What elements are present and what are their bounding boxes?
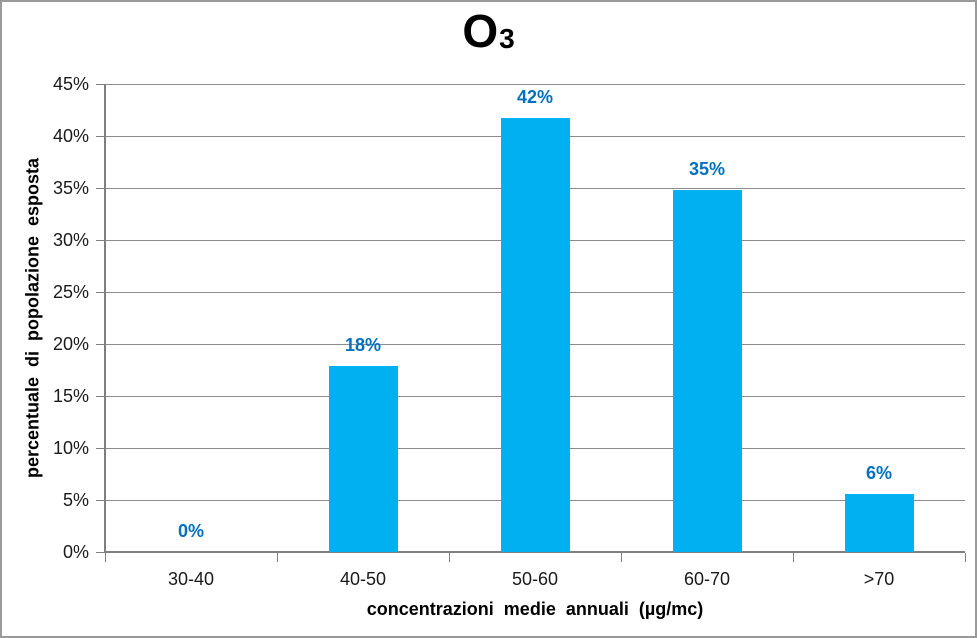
y-tick-label-15: 15% xyxy=(52,386,89,406)
bar-50-60 xyxy=(500,118,570,552)
y-tick-label-30: 30% xyxy=(52,230,89,250)
y-axis-tick-45 xyxy=(96,83,105,85)
x-axis-tick-4 xyxy=(792,553,794,562)
bar-value-label-40-50: 18% xyxy=(344,334,382,355)
bar-40-50 xyxy=(328,365,398,552)
x-axis-title: concentrazioni medie annuali (µg/mc) xyxy=(366,599,704,619)
bar-value-label-60-70: 35% xyxy=(688,159,726,180)
bar-60-70 xyxy=(672,190,742,552)
plot-area: 0% 5% 10% 15% 20% 25% 30% 35% 40% 45% 0% 30-40 18% 40… xyxy=(53,74,966,589)
y-tick-label-20: 20% xyxy=(52,334,89,354)
bar-value-label-50-60: 42% xyxy=(516,87,554,108)
y-axis-tick-25 xyxy=(96,291,105,293)
y-axis-tick-5 xyxy=(96,499,105,501)
bar-value-label-30-40: 0% xyxy=(177,521,204,541)
x-category-label-30-40: 30-40 xyxy=(167,569,215,589)
y-tick-label-40: 40% xyxy=(52,126,89,146)
y-axis-line xyxy=(104,84,106,552)
y-axis-tick-40 xyxy=(96,135,105,137)
x-axis-tick-5 xyxy=(964,553,966,562)
gridline-45 xyxy=(105,83,965,85)
x-category-label-50-60: 50-60 xyxy=(511,569,559,589)
y-axis-tick-10 xyxy=(96,447,105,449)
x-category-label-60-70: 60-70 xyxy=(683,569,731,589)
bar->70 xyxy=(844,493,914,552)
x-axis-tick-0 xyxy=(104,553,106,562)
y-axis-title: percentuale di popolazione esposta xyxy=(22,157,43,479)
y-axis-tick-0 xyxy=(96,551,105,553)
x-axis-line xyxy=(105,551,965,553)
x-category-label->70: >70 xyxy=(863,569,895,589)
y-axis-tick-15 xyxy=(96,395,105,397)
chart-title-main: O xyxy=(462,5,499,57)
y-tick-label-0: 0% xyxy=(62,542,89,562)
y-tick-label-45: 45% xyxy=(52,74,89,94)
y-axis-tick-35 xyxy=(96,187,105,189)
chart-title-subscript: 3 xyxy=(499,23,515,54)
x-axis-tick-3 xyxy=(620,553,622,562)
y-tick-label-10: 10% xyxy=(52,438,89,458)
y-axis-tick-30 xyxy=(96,239,105,241)
y-tick-label-25: 25% xyxy=(52,282,89,302)
x-category-label-40-50: 40-50 xyxy=(339,569,387,589)
y-axis-tick-20 xyxy=(96,343,105,345)
bar-value-label->70: 6% xyxy=(865,462,892,483)
y-tick-label-5: 5% xyxy=(62,490,89,510)
y-tick-label-35: 35% xyxy=(52,178,89,198)
x-axis-tick-2 xyxy=(448,553,450,562)
x-axis-tick-1 xyxy=(276,553,278,562)
